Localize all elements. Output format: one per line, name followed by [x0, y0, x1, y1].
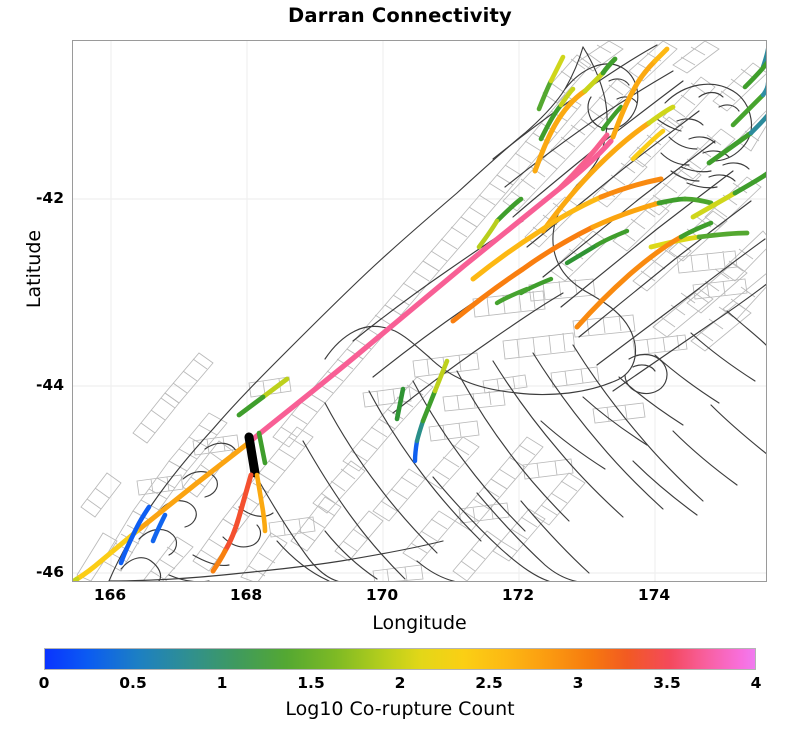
ytick-label: -42: [35, 189, 64, 207]
trace-green-top: [536, 78, 554, 112]
x-axis-label: Longitude: [372, 612, 467, 634]
trace-awatere: [470, 194, 604, 282]
ytick-label: -46: [35, 563, 64, 581]
trace-ne-green2: [706, 130, 754, 166]
trace-wairau-green2: [682, 196, 714, 206]
trace-nelson-ygreen: [558, 86, 576, 108]
trace-green-far-ne2: [742, 60, 766, 90]
trace-beside-source-green: [256, 430, 268, 466]
trace-fiordland-blue-1: [118, 504, 152, 566]
trace-ne-teal2: [760, 82, 766, 98]
trace-otago-red: [222, 472, 254, 554]
trace-central-teal: [414, 418, 426, 444]
trace-central-green: [420, 388, 438, 424]
trace-ne-green3: [730, 92, 766, 128]
trace-ne-teal: [748, 113, 766, 136]
trace-nelson-green-2: [494, 196, 524, 224]
colorbar-tick-label: 1: [216, 674, 228, 692]
trace-green-mid-nelson: [600, 104, 624, 132]
colorbar-tick-label: 1.5: [297, 674, 325, 692]
trace-wairau: [450, 224, 596, 324]
trace-kekerengu-green: [696, 230, 750, 240]
trace-ne-green: [732, 171, 766, 196]
map-axes: [72, 40, 767, 582]
trace-orange-ne-2: [652, 46, 670, 64]
map-canvas: [73, 41, 766, 581]
xtick-label: 172: [501, 586, 535, 604]
colorbar-tick-label: 3: [572, 674, 584, 692]
colorbar-tick-label: 3.5: [653, 674, 681, 692]
trace-orange-branch: [254, 472, 268, 534]
trace-haast-green: [236, 394, 266, 418]
trace-fiordland-yellowgreen: [73, 576, 80, 581]
ytick-label: -44: [35, 376, 64, 394]
trace-green-short-2: [594, 228, 630, 248]
trace-fiordland-blue-2: [150, 512, 168, 544]
trace-clarence-ygreen: [646, 104, 676, 126]
trace-wairau-mid: [590, 200, 662, 230]
xtick-label: 170: [365, 586, 399, 604]
corupture-traces: [73, 46, 766, 581]
trace-green-short-4: [494, 286, 530, 306]
trace-orange-ne-long: [610, 58, 658, 140]
trace-darran-source: [244, 432, 260, 478]
trace-green-far-e: [678, 220, 714, 240]
trace-nelson-ygreen-2: [476, 218, 500, 250]
colorbar-gradient: [44, 648, 756, 670]
colorbar-tick-label: 2: [394, 674, 406, 692]
trace-alpine-north: [556, 132, 610, 192]
colorbar-label: Log10 Co-rupture Count: [285, 698, 515, 720]
trace-green-short-1: [564, 242, 600, 266]
colorbar-tick-label: 0.5: [119, 674, 147, 692]
trace-yellow-short-ne: [630, 128, 666, 162]
chart-title: Darran Connectivity: [288, 4, 512, 27]
trace-otago-orange: [210, 548, 228, 574]
trace-hope: [532, 88, 588, 174]
trace-central-green2: [394, 386, 406, 422]
trace-central-blue: [412, 438, 420, 464]
trace-awatere-orange: [598, 176, 664, 200]
xtick-label: 168: [229, 586, 263, 604]
trace-orange-nw-inner: [574, 234, 684, 330]
trace-clarence: [540, 120, 652, 234]
trace-nelson-green-1: [538, 102, 564, 142]
trace-ygreen-top: [548, 54, 566, 84]
colorbar-tick-label: 4: [750, 674, 762, 692]
xtick-label: 174: [637, 586, 671, 604]
trace-haast-yellowgreen: [260, 376, 290, 400]
trace-ne-ygreen: [690, 190, 738, 220]
trace-hope-green: [600, 56, 618, 76]
trace-central-ygreen: [432, 358, 450, 394]
trace-alpine-sw-yellow: [74, 528, 140, 581]
colorbar-tick-label: 2.5: [475, 674, 503, 692]
trace-alpine-south: [134, 438, 254, 534]
colorbar[interactable]: [44, 648, 756, 670]
coastline: [108, 44, 766, 581]
colorbar-tick-label: 0: [38, 674, 50, 692]
xtick-label: 166: [93, 586, 127, 604]
y-axis-label: Latitude: [23, 229, 45, 309]
trace-wairau-green: [656, 196, 688, 206]
